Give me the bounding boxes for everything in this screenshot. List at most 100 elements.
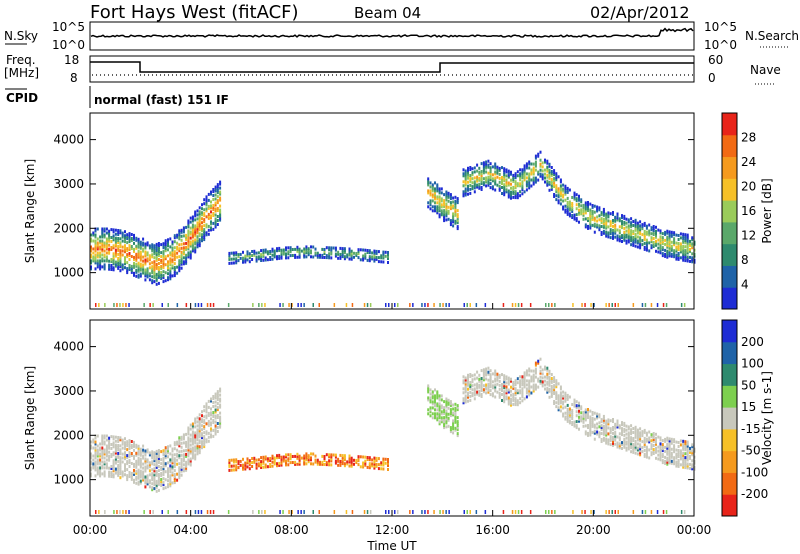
power-cell <box>440 191 443 195</box>
power-cell <box>523 164 526 168</box>
power-cell <box>580 200 583 204</box>
power-cell <box>521 168 524 172</box>
velocity-cell <box>512 392 515 396</box>
power-cell <box>507 171 510 175</box>
velocity-cell <box>641 446 644 450</box>
power-cell <box>498 172 501 176</box>
power-cell <box>162 246 165 250</box>
power-cell <box>424 303 426 307</box>
velocity-cell <box>169 452 172 456</box>
velocity-cell <box>539 379 542 383</box>
power-cell <box>337 256 340 260</box>
velocity-cell <box>371 462 374 466</box>
velocity-cell <box>689 456 691 460</box>
power-cell <box>371 251 374 255</box>
velocity-cell <box>512 384 515 388</box>
power-cell <box>173 272 176 276</box>
velocity-cell <box>162 477 165 481</box>
power-cell <box>133 233 135 237</box>
power-cell <box>112 234 115 238</box>
velocity-cell <box>655 456 657 460</box>
velocity-cell <box>438 408 441 412</box>
velocity-cell <box>251 461 254 464</box>
velocity-cell <box>436 402 439 406</box>
velocity-cell <box>139 481 142 485</box>
power-cell <box>187 235 190 239</box>
power-cell <box>373 251 376 255</box>
velocity-cell <box>578 405 580 409</box>
xtick-label: 08:00 <box>274 523 309 537</box>
power-cell <box>96 259 99 263</box>
velocity-cell <box>264 510 266 514</box>
velocity-cell <box>182 435 185 439</box>
power-cell <box>469 183 472 187</box>
power-cell <box>288 303 290 307</box>
velocity-cell <box>548 377 551 381</box>
velocity-cell <box>682 451 685 455</box>
power-cell <box>605 232 608 236</box>
power-cell <box>503 189 506 193</box>
velocity-cell <box>659 444 662 448</box>
power-cell <box>198 206 201 210</box>
power-cell <box>126 271 129 275</box>
power-cell <box>580 208 583 212</box>
power-cell <box>255 257 258 261</box>
velocity-cell <box>119 456 122 460</box>
velocity-cell <box>679 455 682 459</box>
power-cell <box>593 224 596 228</box>
velocity-cell <box>445 405 448 409</box>
velocity-cell <box>108 456 111 460</box>
velocity-cell <box>114 439 117 443</box>
velocity-cell <box>661 439 664 443</box>
velocity-cell <box>571 413 574 416</box>
velocity-cell <box>357 457 360 461</box>
power-cell <box>303 249 306 253</box>
power-cell <box>553 171 556 175</box>
power-cell <box>282 248 285 252</box>
power-cell <box>144 250 147 254</box>
power-cell <box>447 199 450 203</box>
power-cell <box>449 197 452 201</box>
power-cell <box>541 169 544 173</box>
velocity-cell <box>203 415 206 419</box>
power-cell <box>534 156 537 160</box>
power-cell <box>112 266 115 270</box>
power-cell <box>312 303 314 307</box>
velocity-cell <box>623 429 626 433</box>
power-cell <box>98 303 100 307</box>
freq-panel: Freq. [MHz] 18 8 60 0 Nave <box>4 53 781 85</box>
velocity-cell <box>339 453 342 457</box>
power-cell <box>553 193 556 196</box>
power-cell <box>480 178 483 181</box>
velocity-cell <box>602 438 605 442</box>
power-cell <box>467 172 469 176</box>
velocity-cell <box>330 457 333 461</box>
velocity-cell <box>591 422 594 426</box>
power-cell <box>501 178 503 181</box>
velocity-cell <box>546 366 549 370</box>
power-cell <box>133 249 135 253</box>
velocity-cell <box>303 454 306 458</box>
velocity-cell <box>464 394 467 398</box>
velocity-cell <box>169 480 172 484</box>
velocity-cell <box>591 412 594 416</box>
power-cell <box>452 220 455 224</box>
power-cell <box>503 179 506 183</box>
velocity-cell <box>668 457 671 461</box>
power-cell <box>337 250 340 254</box>
power-cell <box>516 174 519 178</box>
power-cell <box>591 213 594 217</box>
velocity-cell <box>496 372 499 376</box>
velocity-cell <box>205 414 208 418</box>
power-cell <box>456 199 459 203</box>
power-cell <box>582 213 585 217</box>
velocity-cell <box>99 462 102 466</box>
power-cell <box>355 254 358 257</box>
power-cell <box>514 194 517 198</box>
power-cell <box>230 251 233 255</box>
velocity-cell <box>544 379 546 383</box>
velocity-cell <box>691 443 694 447</box>
velocity-cell <box>686 456 689 460</box>
velocity-cell <box>273 458 276 462</box>
velocity-cell <box>530 379 533 383</box>
